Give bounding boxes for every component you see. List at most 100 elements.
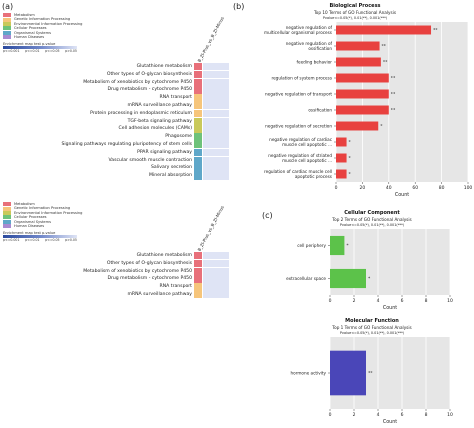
cc-bar-plot: 0 2 4 6 8 10 Count cell periphery * extracellular… (286, 229, 453, 311)
heatmap-category-cell (194, 86, 202, 94)
heatmap-row-label: Glutathione metabolism (136, 253, 192, 258)
heatmap-column-label: B_ZI-Plus_vs_B_ZI-Minus (196, 204, 225, 252)
x-axis-label: Count (383, 305, 397, 311)
legend-label: Genetic Information Processing (14, 206, 71, 211)
heatmap-row-labels: Glutathione metabolism Other types of O-g… (2, 63, 192, 180)
significance-marker: ** (391, 76, 396, 82)
legend-swatch (3, 206, 11, 211)
heatmap-value-cell (203, 259, 229, 268)
pvalue-key-tick: p>0.05 (65, 49, 77, 53)
pvalue-key-ticks: p<=0.001 p<=0.01 p<=0.05 p>0.05 (3, 49, 77, 53)
chart-title: Biological Process (329, 3, 381, 9)
legend-swatch (3, 210, 11, 215)
x-tick-label: 40 (386, 185, 392, 191)
category-label: negative regulation of striated (268, 153, 332, 158)
category-label: multicellular organismal process (264, 30, 332, 35)
bar (336, 105, 389, 115)
heatmap-category-cell (194, 283, 202, 291)
heatmap-category-cell (194, 109, 202, 118)
x-tick-label: 4 (377, 298, 380, 304)
x-tick-label: 10 (447, 412, 453, 418)
heatmap-category-cell (194, 148, 202, 157)
x-tick-label: 4 (377, 412, 380, 418)
heatmap-category-cell (194, 133, 202, 141)
significance-marker: * (380, 124, 383, 130)
heatmap-row-label: Mineral absorption (149, 173, 192, 179)
heatmap-row-label: Other types of O-glycan biosynthesis (106, 260, 192, 266)
heatmap-category-cell (194, 291, 202, 299)
heatmap-value-cell (203, 70, 229, 79)
category-label: regulation of system process (271, 76, 332, 81)
heatmap-category-cell (194, 259, 202, 268)
heatmap-row-label: Protein processing in endoplasmic reticu… (90, 110, 192, 116)
heatmap-value-cell (203, 267, 229, 275)
significance-marker: * (346, 243, 349, 249)
significance-marker: ** (383, 60, 388, 66)
chart-title: Cellular Component (344, 210, 400, 216)
chart-subtitle: Top 2 Terms of GO Functional Analysis (332, 217, 412, 222)
heatmap-value-cell (203, 117, 229, 125)
category-label: negative regulation of cardiac (269, 137, 333, 142)
heatmap-value-cell (203, 283, 229, 291)
heatmap-value-cell (203, 94, 229, 102)
legend-label: Human Diseases (14, 223, 45, 228)
pvalue-key-tick: p<=0.001 (3, 49, 20, 53)
legend-swatch (3, 224, 11, 229)
bar (336, 169, 347, 179)
heatmap-row-label: Salivary secretion (150, 165, 192, 171)
heatmap-column-label: B_ZI-Plus_vs_B_ZI-Minus (196, 15, 225, 63)
category-legend: Metabolism Genetic Information Processing… (3, 13, 82, 40)
heatmap-value-cell (203, 164, 229, 172)
legend-label: Metabolism (14, 13, 35, 17)
legend-label: Cellular Processes (14, 26, 47, 31)
heatmap-category-cell (194, 164, 202, 172)
x-tick-label: 0 (329, 412, 332, 418)
chart-pvalue-note: Pvalue<=0.05(*), 0.01(**), 0.001(***) (339, 331, 405, 335)
legend-label: Cellular Processes (14, 215, 47, 220)
legend-swatch (3, 202, 11, 207)
category-label: apoptotic process (295, 174, 332, 179)
category-label: extracellular space (286, 276, 326, 281)
significance-marker: * (368, 276, 371, 282)
heatmap-row-label: Metabolism of xenobiotics by cytochrome … (83, 268, 192, 274)
legend-item: Environmental Information Processing (3, 22, 82, 26)
pvalue-key-title: Enrichment map test p-value (3, 231, 56, 235)
heatmap-value-cell (203, 275, 229, 283)
legend-swatch (3, 13, 11, 18)
legend-label: Organismal Systems (14, 219, 51, 224)
heatmap-row-labels: Glutathione metabolism Other types of O-g… (2, 252, 192, 299)
heatmap-value-cell (203, 125, 229, 133)
heatmap-row-label: Vascular smooth muscle contraction (108, 157, 192, 163)
heatmap-row-label: Cell adhesion molecules (CAMs) (118, 126, 192, 132)
significance-marker: ** (368, 371, 373, 377)
heatmap-category-cell (194, 252, 202, 260)
x-tick-label: 8 (425, 298, 428, 304)
bar (336, 121, 379, 131)
heatmap-category-cell (194, 275, 202, 283)
significance-marker: ** (382, 44, 387, 50)
category-label: regulation of cardiac muscle cell (264, 169, 332, 174)
heatmap-value-cell (203, 133, 229, 141)
heatmap-value-cell (203, 291, 229, 299)
pvalue-gradient (3, 46, 77, 49)
x-tick-label: 0 (335, 185, 338, 191)
legend-item: Human Diseases (3, 35, 82, 40)
legend-label: Environmental Information Processing (14, 21, 83, 26)
pvalue-key: Enrichment map test p-value p<=0.001 p<=0… (3, 231, 77, 242)
x-tick-label: 100 (464, 185, 473, 191)
category-label: ossification (308, 46, 332, 51)
heatmap-value-cell (203, 102, 229, 110)
legend-swatch (3, 219, 11, 224)
heatmap-row-label: Phagosome (165, 134, 192, 140)
chart-title: Molecular Function (345, 318, 399, 324)
legend-item: Metabolism (3, 202, 82, 207)
heatmap-row-label: Glutathione metabolism (136, 64, 192, 69)
heatmap-category-cell (194, 117, 202, 125)
x-tick-label: 0 (329, 298, 332, 304)
significance-marker: * (349, 156, 352, 162)
legend-item: Genetic Information Processing (3, 17, 82, 22)
category-label: negative regulation of (286, 25, 333, 30)
heatmap-row-label: Metabolism of xenobiotics by cytochrome … (83, 79, 192, 85)
legend-item: Genetic Information Processing (3, 206, 82, 211)
